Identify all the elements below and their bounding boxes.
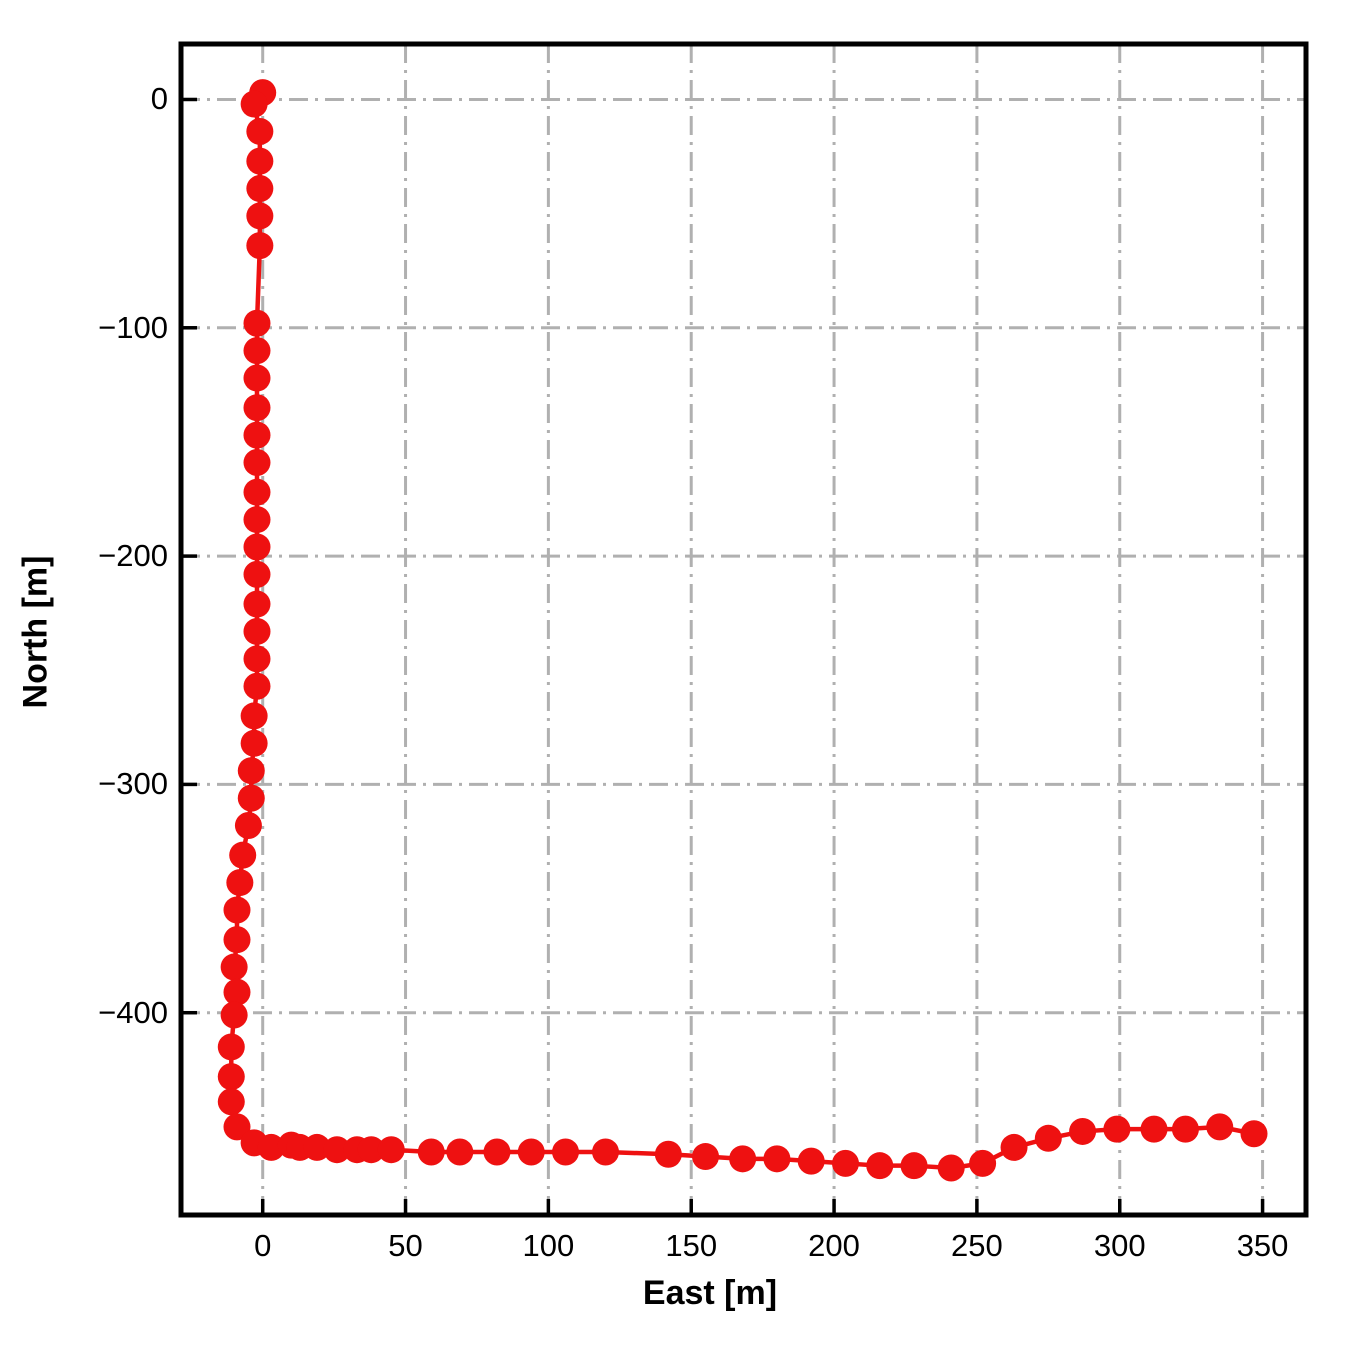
data-point <box>1240 1120 1268 1148</box>
x-tick-label: 50 <box>388 1228 423 1263</box>
y-tick-label: −200 <box>98 538 168 574</box>
y-tick-label: −300 <box>98 766 168 802</box>
x-tick-label: 250 <box>951 1228 1003 1263</box>
data-point <box>831 1149 859 1177</box>
data-point <box>377 1136 405 1164</box>
data-point <box>234 812 262 840</box>
data-point <box>866 1152 894 1180</box>
data-point <box>243 421 271 449</box>
x-tick-label: 150 <box>665 1228 718 1263</box>
data-point <box>217 1033 245 1061</box>
x-axis-label: East [m] <box>642 1274 778 1312</box>
axes-spines <box>178 41 1309 1218</box>
data-point <box>237 757 265 785</box>
data-point <box>240 90 268 118</box>
data-point <box>1000 1133 1028 1161</box>
data-point <box>243 617 271 645</box>
data-point <box>243 364 271 392</box>
data-point <box>483 1138 511 1166</box>
x-tick-label: 300 <box>1093 1228 1146 1263</box>
data-point <box>223 926 251 954</box>
data-point <box>900 1152 928 1180</box>
data-point <box>323 1136 351 1164</box>
data-point <box>243 645 271 673</box>
data-point <box>217 1063 245 1091</box>
data-point <box>243 506 271 534</box>
data-point <box>243 309 271 337</box>
data-point <box>217 1088 245 1116</box>
data-point <box>240 729 268 757</box>
data-point <box>246 175 274 203</box>
data-point <box>1206 1113 1234 1141</box>
data-point <box>517 1138 545 1166</box>
data-point <box>240 702 268 730</box>
data-point <box>592 1138 620 1166</box>
plot-area <box>181 44 1306 1215</box>
data-point <box>692 1143 720 1171</box>
data-point <box>1140 1115 1168 1143</box>
data-point <box>243 448 271 476</box>
y-tick-label: 0 <box>150 81 168 117</box>
data-point <box>969 1149 997 1177</box>
data-point <box>1103 1115 1131 1143</box>
data-point <box>243 590 271 618</box>
data-point <box>229 841 257 869</box>
data-point <box>223 978 251 1006</box>
data-point <box>223 1113 251 1141</box>
data-point <box>1034 1124 1062 1152</box>
data-point <box>763 1145 791 1173</box>
data-point <box>654 1140 682 1168</box>
data-point <box>446 1138 474 1166</box>
data-point <box>243 394 271 422</box>
data-point <box>357 1136 385 1164</box>
y-axis-label: North [m] <box>16 555 55 709</box>
data-point <box>243 337 271 365</box>
y-tick-label: −100 <box>98 309 168 345</box>
x-tick-label: 350 <box>1236 1228 1289 1263</box>
data-point <box>1171 1115 1199 1143</box>
data-point <box>937 1154 965 1182</box>
data-point <box>243 533 271 561</box>
data-point <box>243 478 271 506</box>
data-point <box>303 1133 331 1161</box>
data-point <box>220 1001 248 1029</box>
data-point <box>257 1133 285 1161</box>
data-point <box>1069 1117 1097 1145</box>
data-point <box>246 232 274 260</box>
data-point <box>552 1138 580 1166</box>
data-point <box>220 953 248 981</box>
data-point <box>243 672 271 700</box>
data-point <box>246 202 274 230</box>
data-point <box>243 560 271 588</box>
data-point <box>237 784 265 812</box>
data-point <box>223 896 251 924</box>
x-tick-label: 200 <box>808 1228 860 1263</box>
data-point <box>246 117 274 145</box>
x-tick-label: 100 <box>522 1228 575 1263</box>
x-tick-label: 0 <box>254 1228 272 1263</box>
data-point <box>729 1145 757 1173</box>
data-point <box>417 1138 445 1166</box>
data-point <box>797 1147 825 1175</box>
y-tick-label: −400 <box>98 994 168 1030</box>
data-point <box>246 147 274 175</box>
data-point <box>226 869 254 897</box>
